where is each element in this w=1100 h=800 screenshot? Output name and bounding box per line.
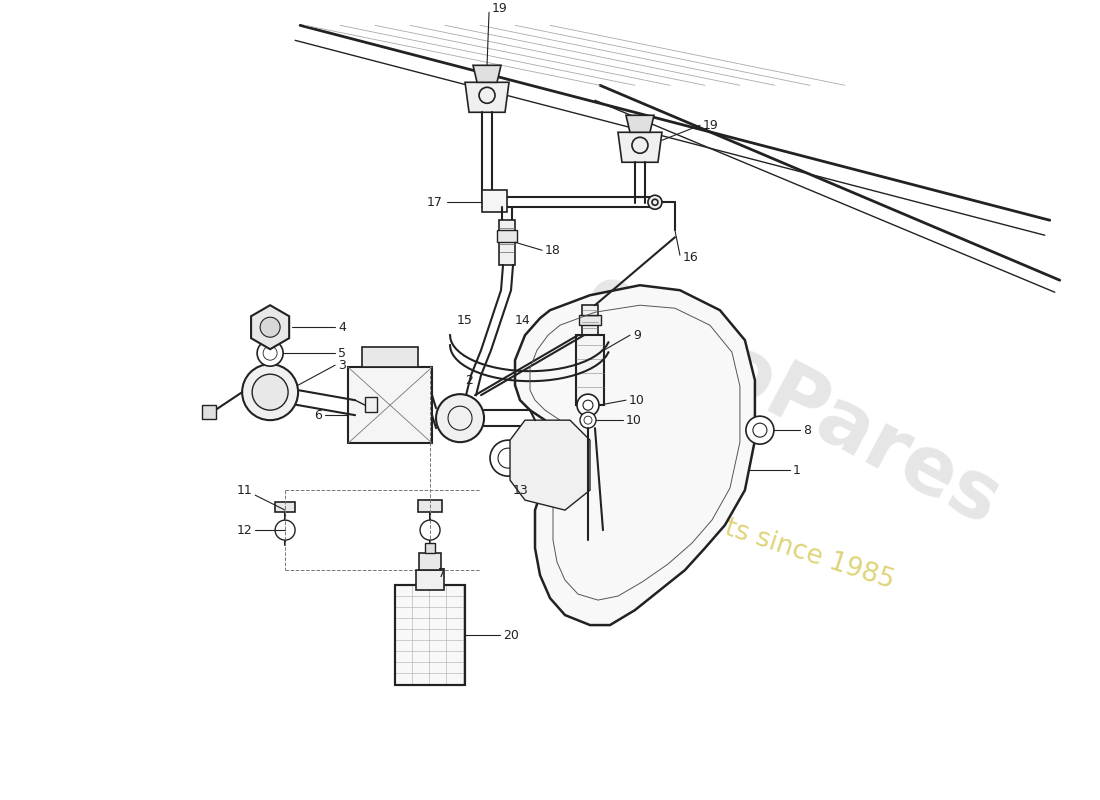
Text: 7: 7 — [438, 566, 446, 579]
Circle shape — [648, 195, 662, 210]
Text: 8: 8 — [803, 424, 811, 437]
Polygon shape — [510, 420, 590, 510]
Bar — [425, 543, 435, 553]
Bar — [202, 405, 216, 419]
Text: 13: 13 — [513, 484, 529, 497]
Text: 20: 20 — [503, 629, 519, 642]
Bar — [275, 502, 295, 512]
Text: 10: 10 — [629, 394, 645, 406]
Text: 10: 10 — [626, 414, 641, 426]
Circle shape — [580, 412, 596, 428]
Text: 17: 17 — [427, 196, 443, 209]
Bar — [497, 230, 517, 242]
Polygon shape — [618, 132, 662, 162]
Bar — [416, 570, 444, 590]
Circle shape — [275, 520, 295, 540]
Text: 14: 14 — [515, 314, 531, 326]
Bar — [418, 500, 442, 512]
Circle shape — [420, 520, 440, 540]
Bar — [395, 585, 465, 685]
Text: 15: 15 — [456, 314, 473, 326]
Bar — [395, 585, 465, 685]
Circle shape — [746, 416, 774, 444]
Text: euroPares: euroPares — [570, 258, 1013, 542]
Text: 11: 11 — [236, 484, 252, 497]
Text: a passion for parts since 1985: a passion for parts since 1985 — [510, 446, 898, 594]
Text: 12: 12 — [236, 524, 252, 537]
Circle shape — [252, 374, 288, 410]
Circle shape — [436, 394, 484, 442]
Circle shape — [242, 364, 298, 420]
Circle shape — [578, 394, 600, 416]
Circle shape — [260, 318, 280, 337]
Bar — [576, 335, 604, 405]
Bar — [482, 190, 507, 212]
Polygon shape — [626, 115, 654, 132]
Bar — [499, 220, 515, 266]
Circle shape — [632, 138, 648, 154]
Text: 19: 19 — [703, 118, 718, 132]
Bar — [582, 306, 598, 335]
Polygon shape — [515, 286, 755, 625]
Text: 4: 4 — [338, 321, 346, 334]
Bar — [348, 367, 432, 443]
Text: 5: 5 — [338, 346, 346, 360]
Bar — [579, 315, 601, 326]
Bar — [419, 553, 441, 570]
Text: 19: 19 — [492, 2, 508, 15]
Bar — [365, 397, 377, 412]
Polygon shape — [473, 66, 500, 82]
Text: 6: 6 — [315, 409, 322, 422]
Text: 3: 3 — [338, 358, 346, 372]
Circle shape — [490, 440, 526, 476]
Text: 1: 1 — [793, 464, 801, 477]
Text: 9: 9 — [632, 329, 641, 342]
Bar — [362, 347, 418, 367]
Polygon shape — [465, 82, 509, 112]
Text: 18: 18 — [544, 244, 561, 257]
Circle shape — [257, 340, 283, 366]
Text: 16: 16 — [683, 250, 698, 264]
Polygon shape — [251, 306, 289, 349]
Text: 2: 2 — [465, 374, 473, 386]
Circle shape — [478, 87, 495, 103]
